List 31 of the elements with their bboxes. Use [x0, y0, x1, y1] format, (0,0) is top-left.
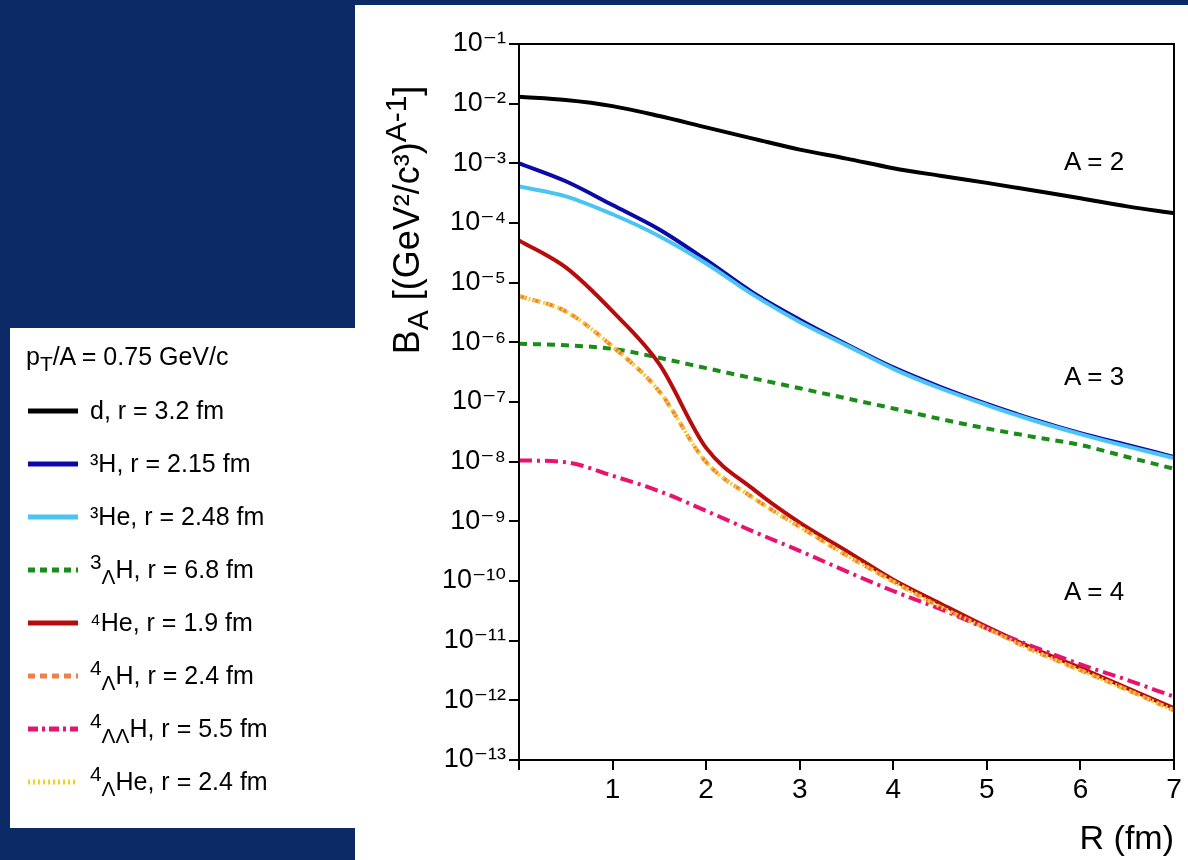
y-tick-label: 10⁻⁴: [450, 206, 506, 237]
y-tick-label: 10⁻⁸: [450, 445, 506, 476]
annotation: A = 2: [1064, 146, 1125, 177]
x-tick-label: 1: [604, 772, 621, 804]
y-tick-label: 10⁻⁵: [450, 266, 506, 297]
line-series: [519, 458, 1174, 699]
y-tick-label: 10⁻⁶: [450, 325, 506, 356]
y-tick-label: 10⁻¹³: [443, 743, 506, 774]
annotation: A = 4: [1064, 575, 1125, 606]
x-tick-label: 5: [979, 772, 995, 804]
x-tick-label: 7: [1166, 772, 1182, 804]
y-tick-label: 10⁻¹¹: [443, 624, 506, 655]
x-tick-label: 6: [1072, 772, 1089, 804]
y-tick-label: 10⁻¹⁰: [441, 564, 506, 595]
legend-label: d, r = 3.2 fm: [90, 396, 225, 425]
legend-title: p$_{T}$/A = 0.75 GeV/c: [26, 342, 230, 376]
annotation: A = 3: [1064, 360, 1125, 391]
y-tick-label: 10⁻¹²: [443, 683, 506, 714]
y-tick-label: 10⁻⁹: [450, 504, 506, 535]
x-axis-title: R (fm): [1079, 817, 1174, 856]
y-tick-label: 10⁻⁷: [451, 385, 506, 416]
legend-label: ³H, r = 2.15 fm: [90, 449, 251, 478]
x-tick-label: 3: [791, 772, 808, 804]
legend-label: ⁴He, r = 1.9 fm: [90, 608, 253, 637]
y-tick-label: 10⁻²: [452, 87, 506, 118]
line-series: [519, 341, 1174, 471]
y-tick-label: 10⁻³: [452, 146, 506, 177]
y-tick-label: 10⁻¹: [452, 27, 506, 58]
legend-label: ³He, r = 2.48 fm: [90, 502, 265, 531]
x-tick-label: 4: [885, 772, 902, 804]
x-tick-label: 2: [698, 772, 714, 804]
